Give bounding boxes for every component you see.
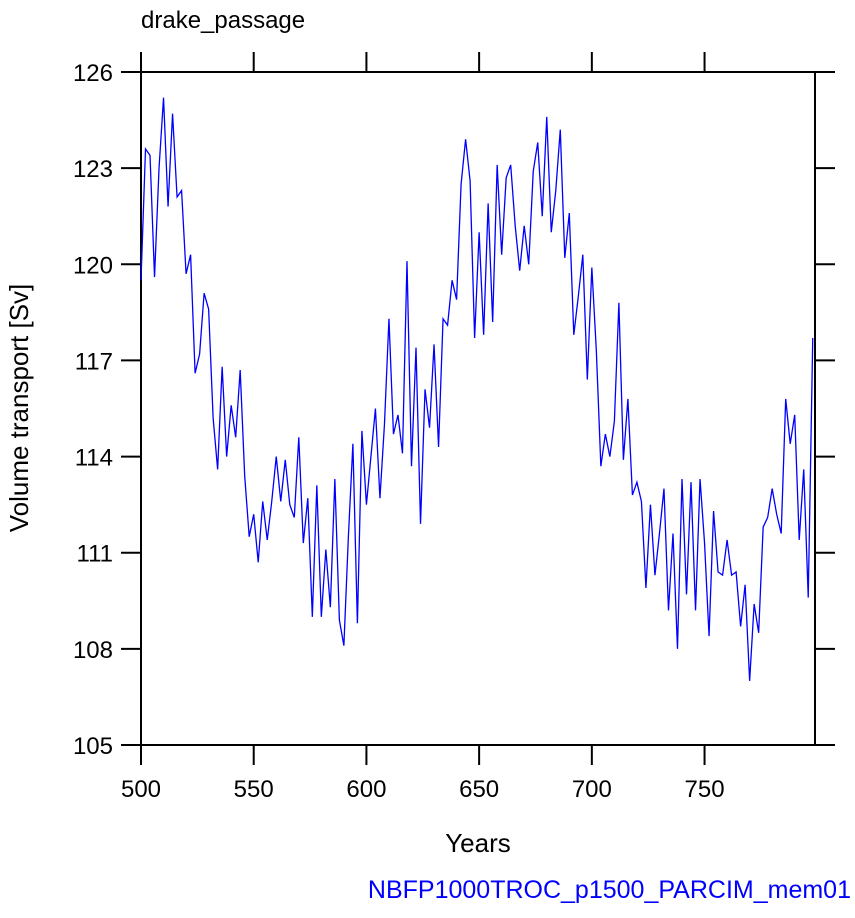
x-axis-label: Years [445, 828, 511, 858]
x-tick-label: 500 [121, 776, 161, 803]
y-tick-label: 114 [75, 445, 113, 472]
y-tick-label: 117 [75, 348, 113, 375]
chart-title: drake_passage [141, 7, 305, 34]
annotation: NBFP1000TROC_p1500_PARCIM_mem01 [368, 876, 851, 904]
y-axis-label: Volume transport [Sv] [4, 284, 34, 533]
y-tick-label: 111 [77, 541, 113, 568]
x-tick-label: 550 [234, 776, 274, 803]
y-tick-label: 126 [73, 60, 113, 87]
x-tick-label: 700 [572, 776, 612, 803]
x-tick-label: 650 [459, 776, 499, 803]
y-tick-label: 120 [73, 252, 113, 279]
plot-frame [140, 71, 816, 746]
y-tick-label: 105 [73, 733, 113, 760]
x-tick-label: 750 [685, 776, 725, 803]
y-tick-label: 123 [73, 156, 113, 183]
x-tick-label: 600 [346, 776, 386, 803]
y-tick-label: 108 [73, 637, 113, 664]
data-line [140, 97, 814, 681]
